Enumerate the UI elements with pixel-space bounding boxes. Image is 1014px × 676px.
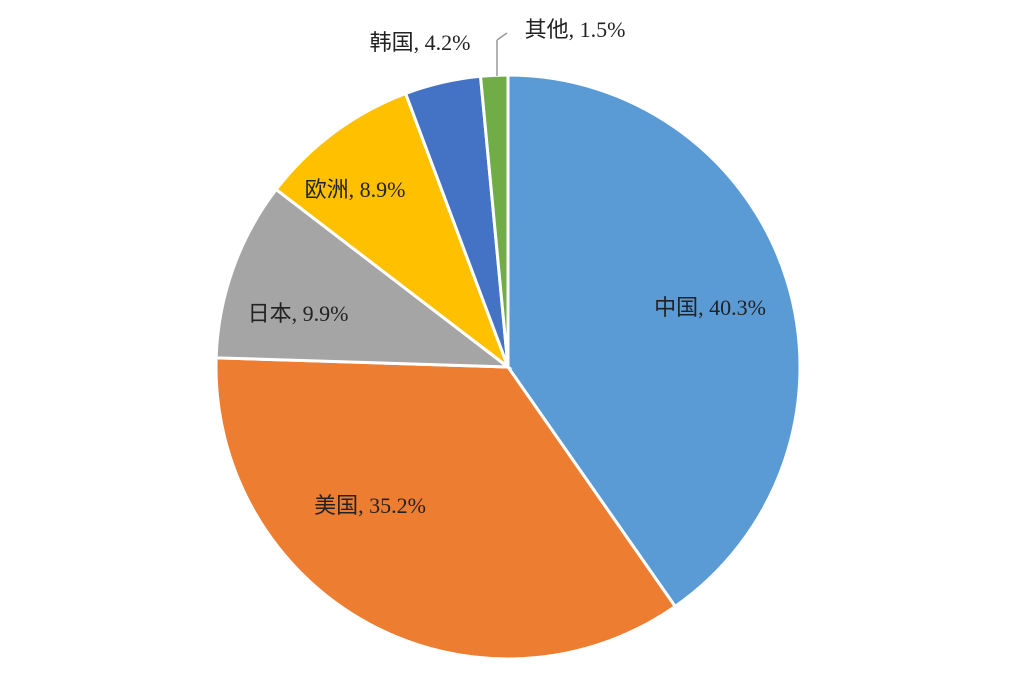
data-label: 其他, 1.5% <box>525 17 626 42</box>
data-label: 日本, 9.9% <box>248 301 349 326</box>
pie-slice <box>274 91 512 372</box>
data-label: 韩国, 4.2% <box>370 30 471 55</box>
pie-slice <box>214 187 513 369</box>
data-label: 美国, 35.2% <box>314 493 426 518</box>
pie-slice <box>214 356 678 661</box>
data-label: 欧洲, 8.9% <box>305 177 406 202</box>
pie-slice <box>478 73 510 368</box>
pie-slice <box>506 73 802 609</box>
data-label: 中国, 40.3% <box>654 295 766 320</box>
leader-line <box>496 32 508 41</box>
